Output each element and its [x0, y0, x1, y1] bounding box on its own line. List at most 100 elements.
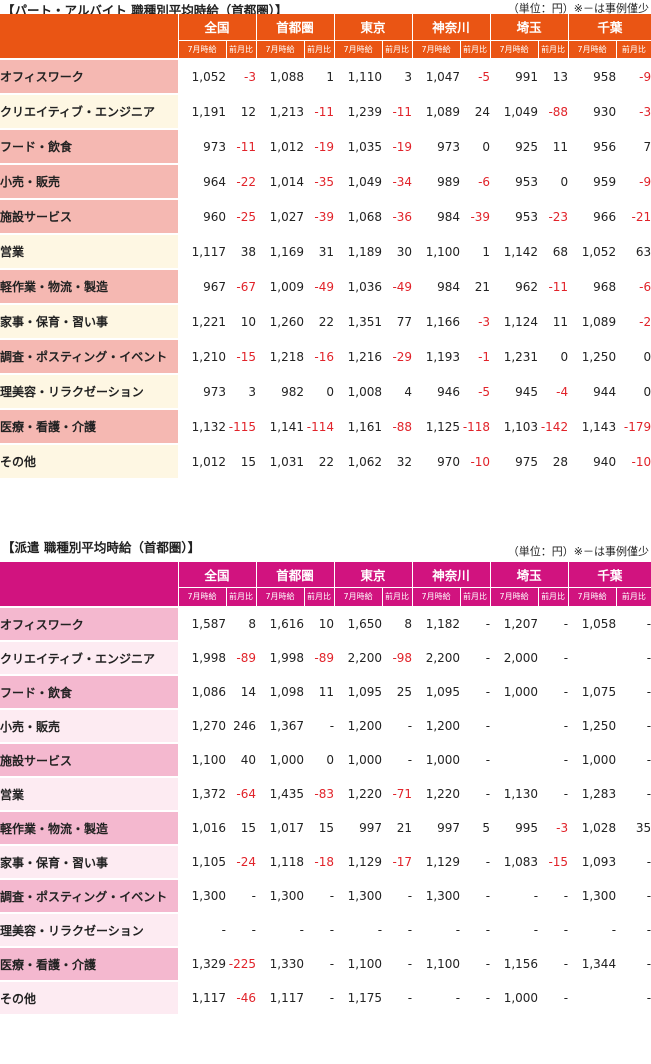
- change-cell: 10: [240, 314, 257, 329]
- wage-cell: -: [533, 889, 539, 903]
- wage-cell: 1,142: [503, 244, 539, 259]
- change-cell: -4: [556, 384, 569, 399]
- change-cell: -: [485, 617, 491, 631]
- section-title: 【派遣 職種別平均時給（首都圏）】: [2, 540, 201, 555]
- part-time-wage-section: 【パート・アルバイト 職種別平均時給（首都圏）】 （単位：円）※－は事例僅少 全…: [0, 0, 651, 510]
- wage-cell: 1,125: [425, 419, 461, 434]
- change-cell: 31: [318, 244, 335, 259]
- change-cell: -46: [236, 991, 257, 1005]
- wage-subheader: 7月時給: [333, 40, 383, 58]
- wage-cell: 1,231: [503, 349, 539, 364]
- change-cell: 11: [552, 139, 569, 154]
- wage-cell: [568, 642, 616, 674]
- change-cell: 11: [552, 314, 569, 329]
- change-cell: -89: [314, 651, 335, 665]
- wage-cell: -: [377, 923, 383, 937]
- table-row: 医療・看護・介護 1,329 -225 1,330-1,100-1,100-1,156…: [0, 948, 651, 980]
- region-header: 千葉: [567, 562, 651, 588]
- change-cell: -9: [639, 69, 651, 84]
- change-cell: -89: [236, 651, 257, 665]
- wage-cell: 953: [515, 174, 539, 189]
- change-cell: -: [563, 889, 569, 903]
- job-category-label: 医療・看護・介護: [0, 410, 178, 443]
- wage-cell: [490, 744, 538, 776]
- wage-cell: 1,124: [503, 314, 539, 329]
- change-cell: 3: [248, 384, 257, 399]
- wage-cell: 968: [593, 279, 617, 294]
- wage-cell: 1,008: [347, 384, 383, 399]
- change-cell: 1: [482, 244, 491, 259]
- change-cell: -2: [639, 314, 651, 329]
- wage-cell: 1,062: [347, 454, 383, 469]
- job-category-label: オフィスワーク: [0, 60, 178, 93]
- change-cell: 0: [326, 384, 335, 399]
- wage-cell: 1,218: [269, 349, 305, 364]
- wage-cell: 973: [203, 139, 226, 154]
- change-cell: -: [563, 787, 569, 801]
- change-cell: -: [646, 753, 651, 767]
- change-cell: -17: [392, 855, 413, 869]
- change-cell: -: [485, 923, 491, 937]
- change-cell: -39: [470, 209, 491, 224]
- change-cell: -25: [236, 209, 257, 224]
- change-cell: 4: [404, 384, 413, 399]
- table-row: 理美容・リラクゼーション - - - - - - - - - - - -: [0, 914, 651, 946]
- wage-cell: 1,216: [347, 349, 383, 364]
- region-header: 首都圏: [255, 14, 335, 41]
- dispatch-wage-table: 全国 首都圏 東京 神奈川 埼玉 千葉 7月時給 前月比 7月時給 前月比 7月時給 前月比 7月時給前…: [0, 562, 651, 1014]
- region-header: 神奈川: [411, 14, 491, 41]
- change-cell: -142: [540, 419, 569, 434]
- table-row: オフィスワーク 1,587 8 1,616 10 1,650 8 1,182-1,207-1,…: [0, 608, 651, 640]
- wage-cell: 975: [515, 454, 539, 469]
- change-cell: -: [563, 651, 569, 665]
- wage-cell: 1,166: [425, 314, 461, 329]
- wage-cell: 997: [437, 821, 461, 835]
- wage-cell: 1,130: [503, 787, 539, 801]
- change-cell: -: [646, 685, 651, 699]
- wage-cell: 1,014: [269, 174, 305, 189]
- wage-cell: 1,017: [269, 821, 305, 835]
- change-cell: 7: [643, 139, 651, 154]
- change-cell: -1: [478, 349, 491, 364]
- change-cell: 8: [404, 617, 413, 631]
- change-cell: -115: [228, 419, 257, 434]
- table-row: 家事・保育・習い事 1,221 10 1,260 22 1,351 77 1,166 -3 1,1…: [0, 305, 651, 338]
- table-row: 営業 1,372 -64 1,435 -83 1,220 -71 1,220-1,130-1,…: [0, 778, 651, 810]
- wage-subheader: 7月時給: [567, 40, 617, 58]
- region-header: 全国: [177, 14, 257, 41]
- wage-cell: 1,132: [191, 419, 226, 434]
- wage-cell: 1,650: [347, 617, 383, 631]
- wage-cell: 1,129: [347, 855, 383, 869]
- table-row: その他 1,012 15 1,031 22 1,062 32 970 -10 975 28 940 -1…: [0, 445, 651, 478]
- change-cell: 5: [482, 821, 491, 835]
- wage-subheader: 7月時給: [255, 40, 305, 58]
- change-cell: -: [251, 923, 257, 937]
- wage-cell: 959: [593, 174, 617, 189]
- wage-cell: 1,000: [581, 753, 617, 767]
- change-cell: -: [646, 991, 651, 1005]
- wage-cell: 1,058: [581, 617, 617, 631]
- wage-cell: 1,052: [581, 244, 617, 259]
- wage-cell: 1,093: [581, 855, 617, 869]
- table-row: フード・飲食 1,086 14 1,098 11 1,095 25 1,095-1,000-1…: [0, 676, 651, 708]
- change-cell: -: [563, 923, 569, 937]
- wage-cell: 1,239: [347, 104, 383, 119]
- wage-cell: [568, 982, 616, 1014]
- region-header: 首都圏: [255, 562, 335, 588]
- change-cell: -: [407, 957, 413, 971]
- wage-cell: -: [455, 923, 461, 937]
- change-subheader: 前月比: [303, 587, 335, 606]
- change-cell: -3: [244, 69, 257, 84]
- wage-cell: [490, 710, 538, 742]
- wage-cell: 1,129: [425, 855, 461, 869]
- wage-cell: -: [299, 923, 305, 937]
- change-cell: -35: [314, 174, 335, 189]
- change-cell: 3: [404, 69, 413, 84]
- change-cell: -: [407, 753, 413, 767]
- change-subheader: 前月比: [381, 587, 413, 606]
- wage-cell: 2,200: [347, 651, 383, 665]
- table-row: フード・飲食 973 -11 1,012 -19 1,035 -19 973 0 925 11 956…: [0, 130, 651, 163]
- change-cell: -15: [548, 855, 569, 869]
- job-category-label: 理美容・リラクゼーション: [0, 375, 178, 408]
- change-subheader: 前月比: [303, 40, 335, 58]
